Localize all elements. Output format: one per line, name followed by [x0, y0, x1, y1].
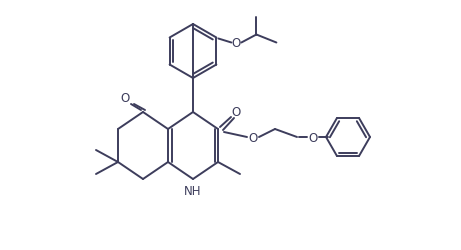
Text: NH: NH [184, 185, 202, 198]
Text: O: O [231, 105, 241, 118]
Text: O: O [308, 131, 318, 144]
Text: O: O [120, 92, 130, 105]
Text: O: O [248, 131, 258, 144]
Text: O: O [232, 37, 241, 50]
